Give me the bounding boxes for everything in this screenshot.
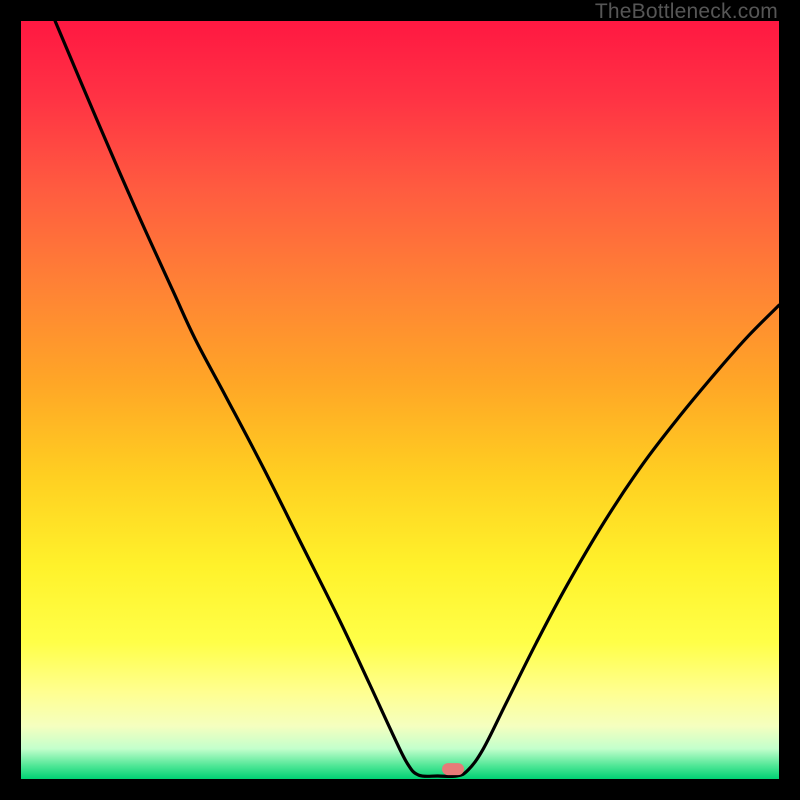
watermark-label: TheBottleneck.com bbox=[595, 0, 778, 24]
bottleneck-curve-chart bbox=[21, 21, 779, 779]
optimum-marker bbox=[442, 763, 464, 775]
plot-area bbox=[21, 21, 779, 779]
chart-frame: TheBottleneck.com bbox=[0, 0, 800, 800]
gradient-background bbox=[21, 21, 779, 779]
